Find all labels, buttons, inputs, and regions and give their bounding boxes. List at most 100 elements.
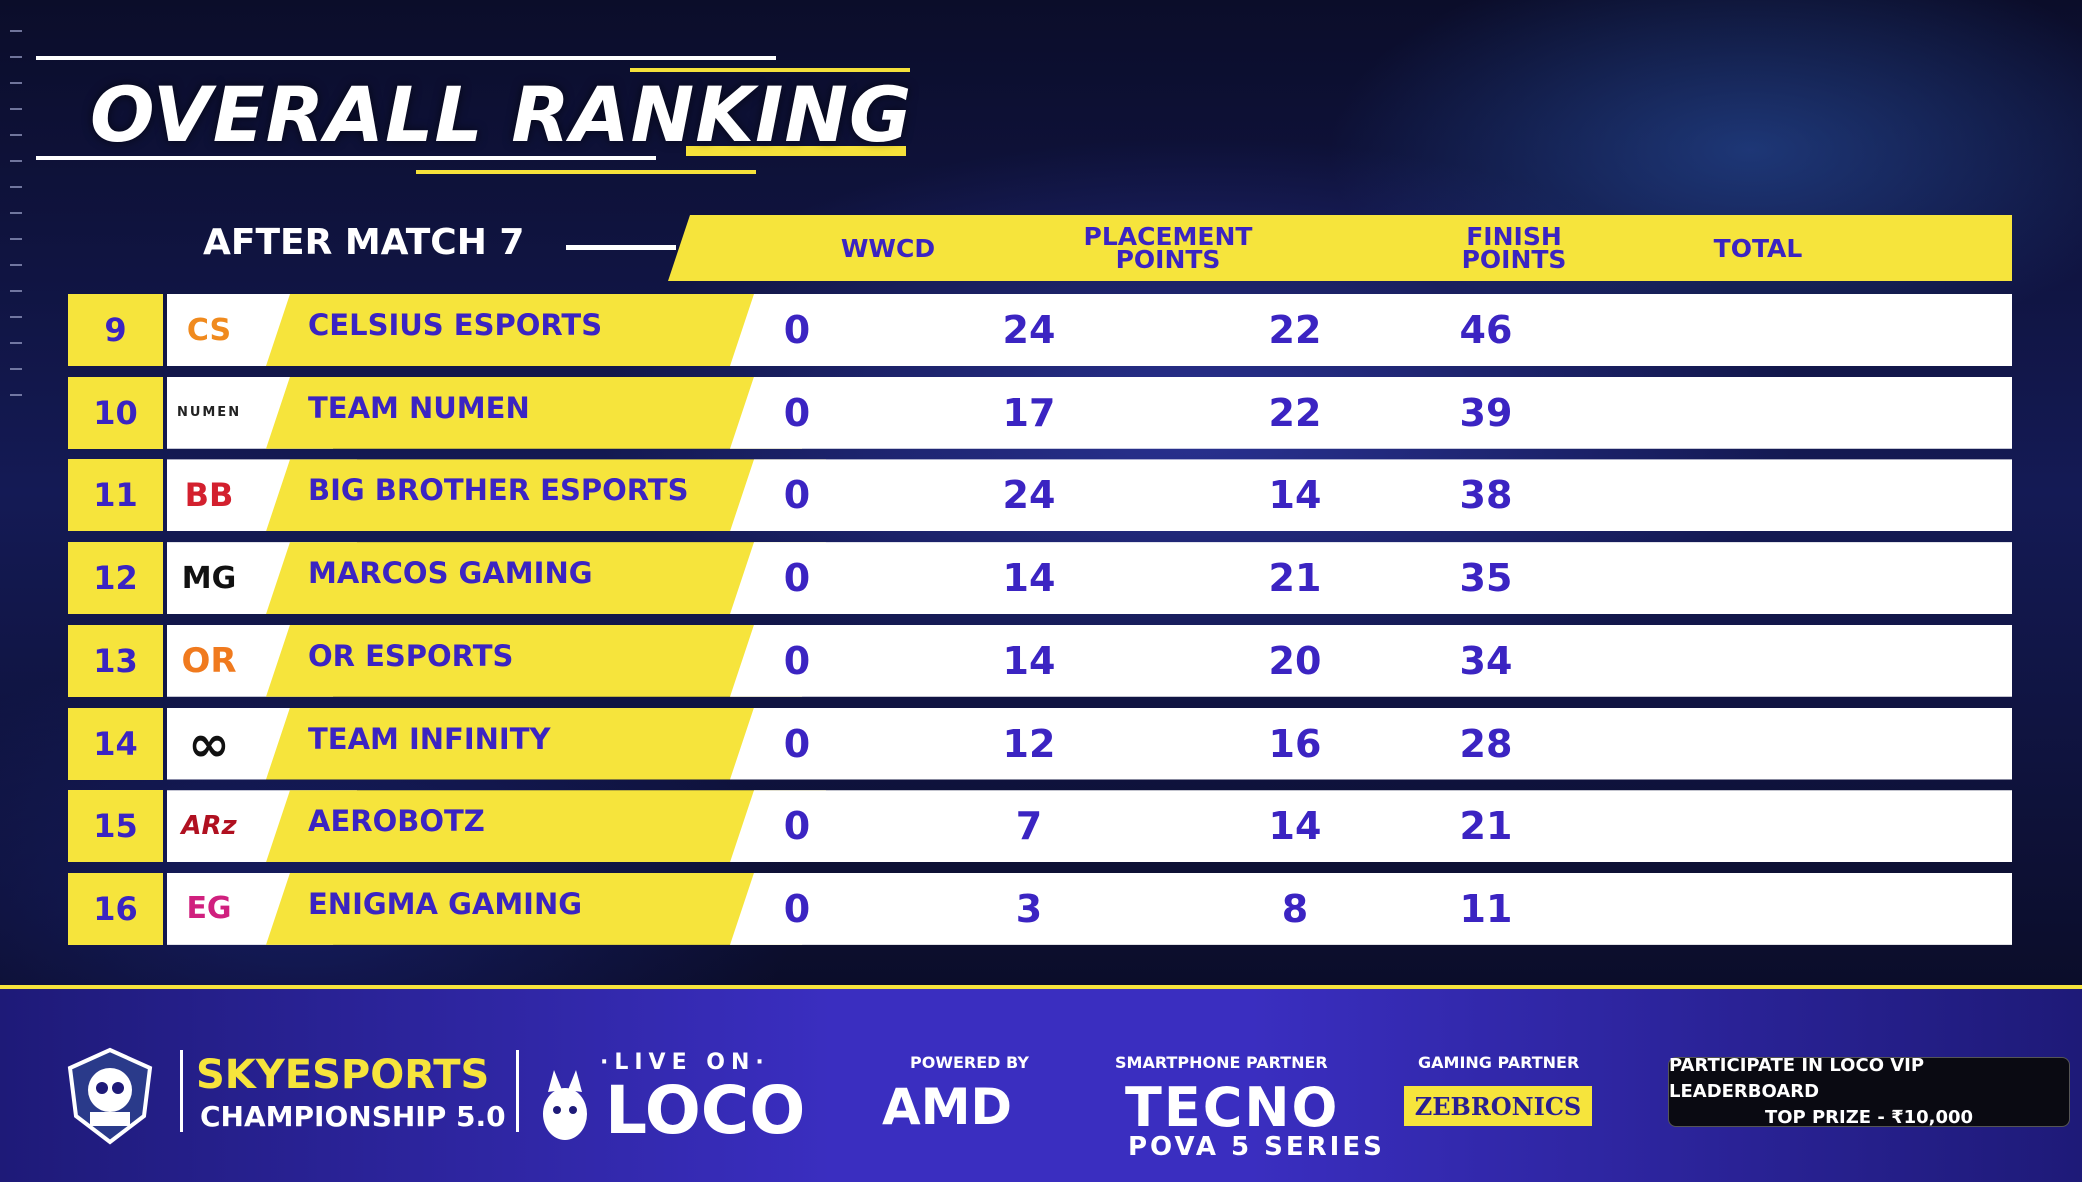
wwcd-value: 0 [783,473,811,518]
table-header: WWCD PLACEMENT POINTS FINISH POINTS TOTAL [668,215,2012,281]
vip-line-1: PARTICIPATE IN LOCO VIP LEADERBOARD [1669,1055,1925,1102]
team-name-cell: CELSIUS ESPORTS [266,294,826,366]
total-value: 35 [1459,556,1513,601]
loco-logo: LOCO [605,1072,806,1149]
total-value: 11 [1459,886,1513,931]
header-finish: FINISH POINTS [1461,222,1567,274]
table-row: 11 BB BIG BROTHER ESPORTS 0 24 14 38 [68,459,2012,532]
placement-value: 14 [1002,556,1056,601]
team-name: AEROBOTZ [308,804,485,839]
team-logo-icon: EG [186,891,232,927]
team-name: TEAM NUMEN [308,390,530,425]
team-name-cell: BIG BROTHER ESPORTS [266,459,826,531]
finish-value: 14 [1268,473,1322,518]
team-logo-icon: NUMEN [176,405,242,421]
pova-logo: POVA 5 SERIES [1128,1132,1385,1162]
footer-divider [180,1050,183,1132]
team-name-cell: TEAM INFINITY [266,708,826,780]
placement-value: 24 [1002,308,1056,352]
vip-line-2: TOP PRIZE - ₹10,000 [1764,1107,1974,1128]
table-row: 12 MG MARCOS GAMING 0 14 21 35 [68,542,2012,615]
team-name-cell: OR ESPORTS [266,625,826,697]
wwcd-value: 0 [783,886,811,931]
title-line-accent [630,68,910,72]
placement-value: 7 [1015,804,1043,849]
loco-mascot-icon [543,1070,587,1140]
stats-cell: 0 24 22 46 [730,294,2012,366]
rank-cell: 15 [68,790,163,863]
stats-cell: 0 3 8 11 [730,872,2012,945]
total-value: 38 [1459,473,1513,518]
total-value: 28 [1459,721,1513,766]
team-logo-icon: ARz [181,811,237,842]
wwcd-value: 0 [783,308,811,352]
powered-by-label: POWERED BY [910,1053,1029,1072]
placement-value: 24 [1002,473,1056,518]
header-total: TOTAL [1713,233,1803,263]
rank-cell: 14 [68,707,163,780]
rank-cell: 10 [68,376,163,449]
team-name: CELSIUS ESPORTS [308,308,603,342]
placement-value: 12 [1002,721,1056,766]
placement-value: 17 [1002,390,1056,435]
stats-cell: 0 17 22 39 [730,376,2012,449]
finish-value: 20 [1268,638,1322,683]
title-line-accent-2 [686,146,906,156]
wwcd-value: 0 [783,721,811,766]
title-line-top [36,56,776,60]
team-name: ENIGMA GAMING [308,886,583,921]
wwcd-value: 0 [783,556,811,601]
rank-cell: 12 [68,542,163,615]
finish-value: 22 [1268,308,1322,352]
title-block: OVERALL RANKING [36,50,936,180]
wwcd-value: 0 [783,804,811,849]
footer-divider-2 [516,1050,519,1132]
team-name: BIG BROTHER ESPORTS [308,473,689,508]
title-line-bottom [36,156,656,160]
stats-cell: 0 24 14 38 [730,459,2012,532]
team-logo-icon: BB [184,476,234,515]
total-value: 21 [1459,804,1513,849]
header-placement: PLACEMENT POINTS [1083,222,1253,274]
finish-value: 14 [1268,804,1322,849]
rank-cell: 13 [68,624,163,697]
team-name: TEAM INFINITY [308,721,551,756]
stats-cell: 0 14 21 35 [730,542,2012,615]
finish-value: 16 [1268,721,1322,766]
brand-title: SKYESPORTS [196,1052,490,1098]
stats-cell: 0 7 14 21 [730,790,2012,863]
amd-logo: AMD [882,1078,1012,1136]
tecno-logo: TECNO [1125,1076,1340,1139]
table-row: 9 CS CELSIUS ESPORTS 0 24 22 46 [68,294,2012,366]
team-logo-icon: CS [186,312,232,348]
subtitle-line [566,245,676,250]
total-value: 39 [1459,390,1513,435]
stats-cell: 0 14 20 34 [730,624,2012,697]
smartphone-partner-label: SMARTPHONE PARTNER [1115,1053,1328,1072]
team-name-cell: ENIGMA GAMING [266,873,826,945]
team-logo-icon: ∞ [188,714,230,773]
team-logo-icon: MG [181,560,237,596]
table-row: 15 ARz AEROBOTZ 0 7 14 21 [68,790,2012,863]
gaming-partner-label: GAMING PARTNER [1418,1053,1580,1072]
edge-ticks [10,30,22,410]
page-title: OVERALL RANKING [90,70,913,159]
live-on-label: ·LIVE ON· [600,1050,770,1075]
wwcd-value: 0 [783,390,811,435]
vip-leaderboard-banner[interactable]: PARTICIPATE IN LOCO VIP LEADERBOARD TOP … [1668,1055,2070,1128]
placement-value: 14 [1002,638,1056,683]
team-name-cell: MARCOS GAMING [266,542,826,614]
total-value: 34 [1459,638,1513,683]
table-row: 14 ∞ TEAM INFINITY 0 12 16 28 [68,707,2012,780]
rank-cell: 11 [68,459,163,532]
table-row: 10 NUMEN TEAM NUMEN 0 17 22 39 [68,376,2012,449]
placement-value: 3 [1015,886,1043,931]
skyesports-skull-icon [67,1047,153,1145]
rank-cell: 16 [68,872,163,945]
wwcd-value: 0 [783,638,811,683]
brand-subtitle: CHAMPIONSHIP 5.0 [200,1100,506,1133]
table-row: 13 OR OR ESPORTS 0 14 20 34 [68,624,2012,697]
team-name: OR ESPORTS [308,638,514,673]
team-name-cell: AEROBOTZ [266,790,826,862]
title-line-accent-3 [416,170,756,174]
